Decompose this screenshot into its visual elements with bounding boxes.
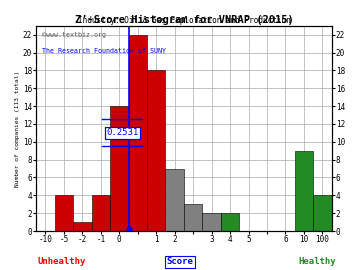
- Bar: [55, 195, 73, 231]
- Bar: [91, 195, 110, 231]
- Text: Healthy: Healthy: [298, 258, 336, 266]
- Bar: [147, 70, 166, 231]
- Title: Z’-Score Histogram for VNRAP (2015): Z’-Score Histogram for VNRAP (2015): [75, 15, 293, 25]
- Text: Unhealthy: Unhealthy: [37, 258, 85, 266]
- Text: Industry: Oil & Gas Exploration and Production: Industry: Oil & Gas Exploration and Prod…: [77, 16, 290, 25]
- Text: Score: Score: [167, 258, 193, 266]
- Bar: [129, 35, 147, 231]
- Text: The Research Foundation of SUNY: The Research Foundation of SUNY: [42, 48, 166, 54]
- Bar: [294, 151, 313, 231]
- Bar: [184, 204, 202, 231]
- Text: 0.2531: 0.2531: [106, 128, 138, 137]
- Y-axis label: Number of companies (113 total): Number of companies (113 total): [15, 70, 20, 187]
- Bar: [221, 213, 239, 231]
- Bar: [313, 195, 332, 231]
- Bar: [166, 168, 184, 231]
- Bar: [73, 222, 91, 231]
- Text: ©www.textbiz.org: ©www.textbiz.org: [42, 32, 106, 38]
- Bar: [110, 106, 129, 231]
- Bar: [202, 213, 221, 231]
